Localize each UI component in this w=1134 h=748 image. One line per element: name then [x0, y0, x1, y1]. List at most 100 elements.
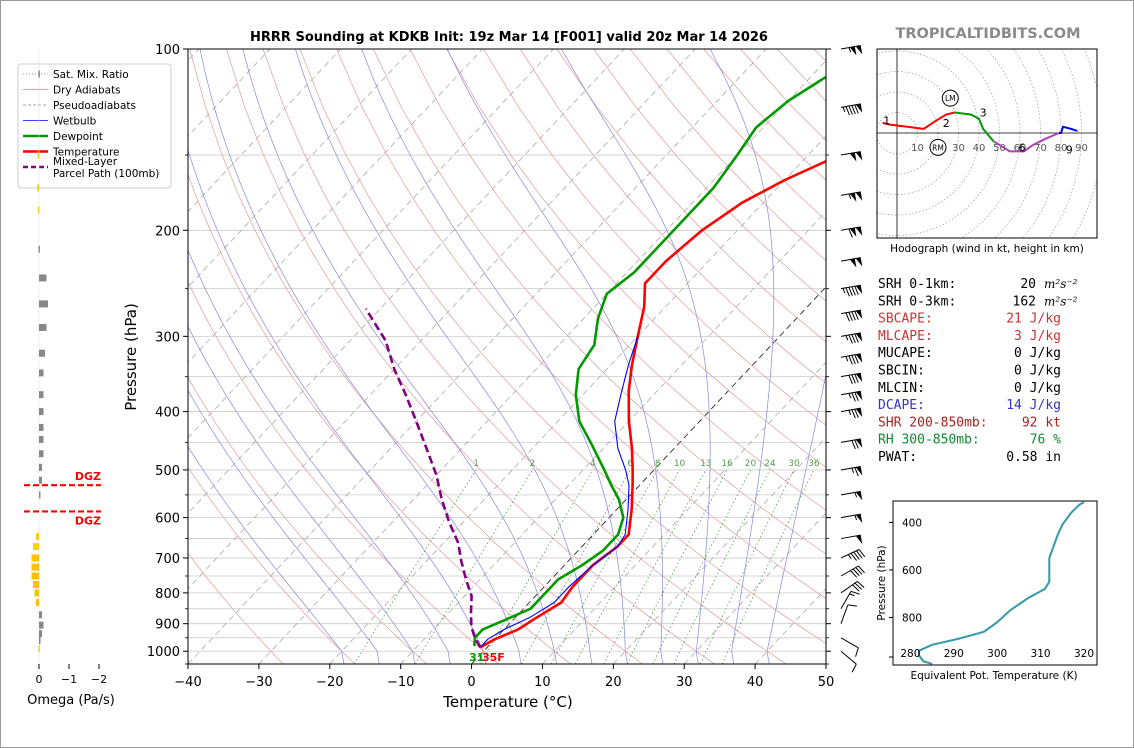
chart-title: HRRR Sounding at KDKB Init: 19z Mar 14 […	[250, 30, 768, 45]
legend-entry: Wetbulb	[23, 116, 97, 128]
index-row: PWAT: 0.58 in	[878, 450, 1061, 465]
theta-e-axes: 280 290 300 310 320 400 600 800	[889, 517, 1094, 660]
isotherm	[188, 49, 342, 213]
mixing-ratio-line	[603, 469, 707, 664]
wind-barb	[840, 565, 865, 578]
dry-adiabat	[519, 49, 826, 384]
wind-barb	[840, 580, 865, 594]
svg-text:0 J/kg: 0 J/kg	[1014, 346, 1061, 361]
theta-e-frame	[892, 500, 1098, 666]
svg-text:SBCAPE:: SBCAPE:	[878, 312, 933, 327]
omega-bar	[33, 581, 39, 589]
wind-barbs	[840, 45, 866, 673]
mixing-ratio-label: 16	[721, 459, 733, 469]
storm-motion-label: RM	[932, 143, 944, 152]
legend-entry: Pseudoadiabats	[23, 100, 136, 112]
x-tick-label: 10	[534, 675, 551, 690]
omega-bar	[31, 554, 39, 562]
svg-text:Sat. Mix. Ratio: Sat. Mix. Ratio	[53, 69, 129, 81]
hodograph-segment	[1059, 125, 1078, 134]
svg-text:21 J/kg: 21 J/kg	[1006, 312, 1061, 327]
mixing-ratio-line	[521, 469, 631, 664]
y-tick-label: 700	[155, 552, 180, 567]
theta-e-y-tick-label: 600	[902, 565, 922, 577]
dry-adiabat	[188, 552, 284, 664]
pseudoadiabat	[188, 148, 487, 664]
pseudoadiabat	[560, 49, 711, 664]
pseudoadiabat	[188, 389, 380, 664]
omega-bar	[39, 463, 42, 471]
x-tick-label: 50	[818, 675, 835, 690]
index-row: SBCAPE: 21 J/kg	[878, 312, 1061, 327]
isotherm	[683, 512, 826, 664]
svg-text:Dewpoint: Dewpoint	[53, 131, 103, 143]
svg-text:14 J/kg: 14 J/kg	[1006, 398, 1061, 413]
hodograph-ring-label: 40	[973, 143, 986, 154]
omega-bar	[37, 206, 40, 214]
y-tick-label: 900	[155, 618, 180, 633]
mixing-ratio-line	[721, 469, 815, 664]
mixing-ratio-line	[652, 469, 751, 664]
svg-text:Wetbulb: Wetbulb	[53, 116, 97, 128]
x-tick-label: 20	[605, 675, 622, 690]
isotherm	[329, 135, 826, 664]
storm-motion-marker	[929, 138, 947, 156]
skewt-xlabel: Temperature (°C)	[442, 693, 572, 711]
wind-barb	[840, 534, 863, 544]
omega-tick-label: 0	[36, 673, 43, 686]
legend: Sat. Mix. Ratio Dry Adiabats Pseudoadiabat…	[17, 63, 172, 189]
index-row: DCAPE: 14 J/kg	[878, 398, 1061, 413]
wind-barb	[840, 590, 860, 609]
svg-text:MLCIN:: MLCIN:	[878, 381, 925, 396]
pseudoadiabat	[188, 325, 416, 664]
wind-barb	[840, 151, 863, 162]
svg-text:DCAPE:: DCAPE:	[878, 398, 925, 413]
wind-barb	[840, 549, 866, 561]
svg-text:m²s⁻²: m²s⁻²	[1044, 294, 1078, 308]
svg-text:RH 300-850mb:: RH 300-850mb:	[878, 433, 980, 448]
wind-barb	[840, 103, 863, 116]
pseudoadiabat	[361, 49, 628, 664]
dry-adiabat	[483, 49, 826, 426]
legend-box	[17, 63, 172, 189]
dry-adiabat	[188, 281, 499, 664]
dry-adiabat	[409, 49, 826, 511]
omega-bar	[39, 637, 41, 645]
dry-adiabat	[299, 49, 826, 644]
svg-text:3 J/kg: 3 J/kg	[1014, 329, 1061, 344]
mixing-ratio-label: 8	[655, 459, 661, 469]
wind-barb	[840, 513, 863, 524]
omega-bar	[33, 542, 39, 550]
hodograph-ring-label: 50	[993, 143, 1006, 154]
index-row: SRH 0-1km: 20 m²s⁻²	[878, 277, 1078, 292]
storm-motion-label: LM	[945, 94, 956, 103]
isotherm	[754, 588, 826, 664]
omega-panel: DGZ DGZ 0 −1 −2	[24, 49, 107, 686]
x-tick-label: −30	[245, 675, 272, 690]
skewt-frame	[187, 48, 827, 665]
hodograph-height-label: 1	[883, 115, 890, 128]
pseudoadiabat	[242, 49, 557, 664]
dry-adiabat	[556, 49, 826, 343]
isotherm	[188, 49, 554, 439]
y-tick-label: 1000	[147, 645, 180, 660]
dgz-label: DGZ	[75, 470, 101, 483]
index-row: MLCIN: 0 J/kg	[878, 381, 1061, 396]
x-tick-label: 30	[676, 675, 693, 690]
wind-barb	[840, 637, 859, 657]
dry-adiabat	[446, 49, 826, 468]
hodograph-height-label: 3	[980, 107, 987, 120]
pseudoadiabat	[199, 49, 522, 664]
hodograph-ring-label: 60	[1014, 143, 1027, 154]
svg-text:76 %: 76 %	[1030, 433, 1061, 448]
isotherm	[188, 49, 767, 664]
svg-text:162: 162	[1013, 294, 1036, 309]
mixing-ratio-label: 36	[808, 459, 820, 469]
mixing-ratio-label: 24	[764, 459, 776, 469]
svg-text:SHR 200-850mb:: SHR 200-850mb:	[878, 415, 988, 430]
omega-bar	[39, 621, 44, 629]
theta-e-y-tick-label: 800	[902, 612, 922, 624]
wind-barb	[840, 438, 863, 450]
